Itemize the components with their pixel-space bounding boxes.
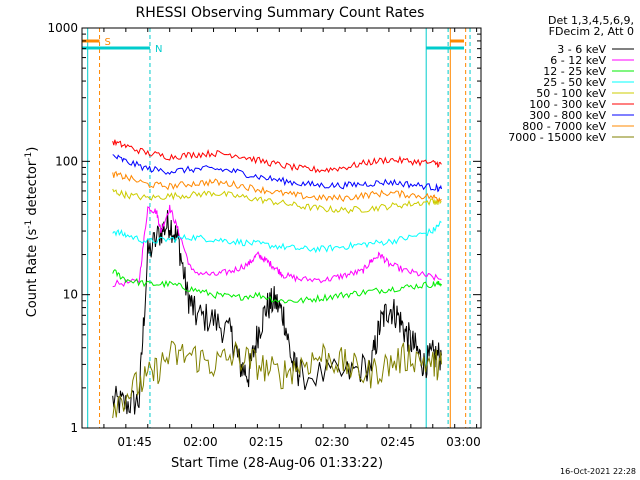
y-tick-label: 10 (63, 288, 78, 302)
annotation-s: S (105, 37, 111, 48)
x-tick-label: 02:00 (183, 435, 218, 449)
legend-header-line: Det 1,3,4,5,6,9, (548, 14, 634, 27)
series-line-4 (112, 220, 442, 254)
legend-entry-label: 300 - 800 keV (529, 109, 606, 122)
x-axis: 01:45 02:00 02:15 02:30 02:45 03:00 (81, 28, 481, 449)
legend-entry-label: 100 - 300 keV (529, 98, 606, 111)
series-line-8 (112, 170, 442, 203)
y-tick-label: 1 (70, 421, 78, 435)
legend-entry-label: 800 - 7000 keV (522, 120, 606, 133)
y-axis-title-sup1: -1 (24, 220, 34, 229)
legend-entry-label: 7000 - 15000 keV (508, 131, 606, 144)
y-tick-label: 1000 (47, 21, 78, 35)
y-axis-title-main: Count Rate (s (25, 229, 40, 318)
series-line-6 (112, 139, 442, 174)
y-axis-title-mid: detector (25, 160, 40, 220)
legend-entry-label: 6 - 12 keV (550, 54, 606, 67)
timestamp: 16-Oct-2021 22:28 (560, 467, 636, 476)
annotation-n: N (155, 44, 162, 55)
x-tick-label: 02:15 (249, 435, 284, 449)
x-axis-title: Start Time (28-Aug-06 01:33:22) (171, 456, 383, 471)
y-axis: 1 10 100 1000 (47, 21, 481, 435)
series-line-2 (112, 204, 442, 288)
series-layer (112, 139, 442, 419)
plot-frame (81, 27, 482, 429)
y-axis-title: Count Rate (s-1 detector-1) (24, 147, 40, 318)
chart-title: RHESSI Observing Summary Count Rates (136, 5, 425, 21)
legend-entry-label: 3 - 6 keV (557, 43, 606, 56)
y-axis-title-end: ) (25, 147, 40, 152)
x-tick-label: 01:45 (117, 435, 152, 449)
x-tick-label: 03:00 (446, 435, 481, 449)
legend: Det 1,3,4,5,6,9,FDecim 2, Att 0 3 - 6 keV… (508, 14, 634, 144)
x-tick-label: 02:30 (315, 435, 350, 449)
legend-entry-label: 25 - 50 keV (543, 76, 606, 89)
series-line-1 (112, 210, 442, 415)
y-tick-label: 100 (55, 154, 78, 168)
y-axis-title-sup2: -1 (24, 152, 34, 161)
legend-entry-label: 50 - 100 keV (536, 87, 606, 100)
series-line-5 (112, 188, 442, 214)
series-line-9 (112, 340, 442, 419)
event-markers: SN (82, 28, 471, 428)
legend-entry-label: 12 - 25 keV (543, 65, 606, 78)
legend-header-line: FDecim 2, Att 0 (549, 25, 634, 38)
series-line-7 (112, 154, 442, 193)
x-tick-label: 02:45 (380, 435, 415, 449)
series-line-3 (112, 269, 442, 304)
